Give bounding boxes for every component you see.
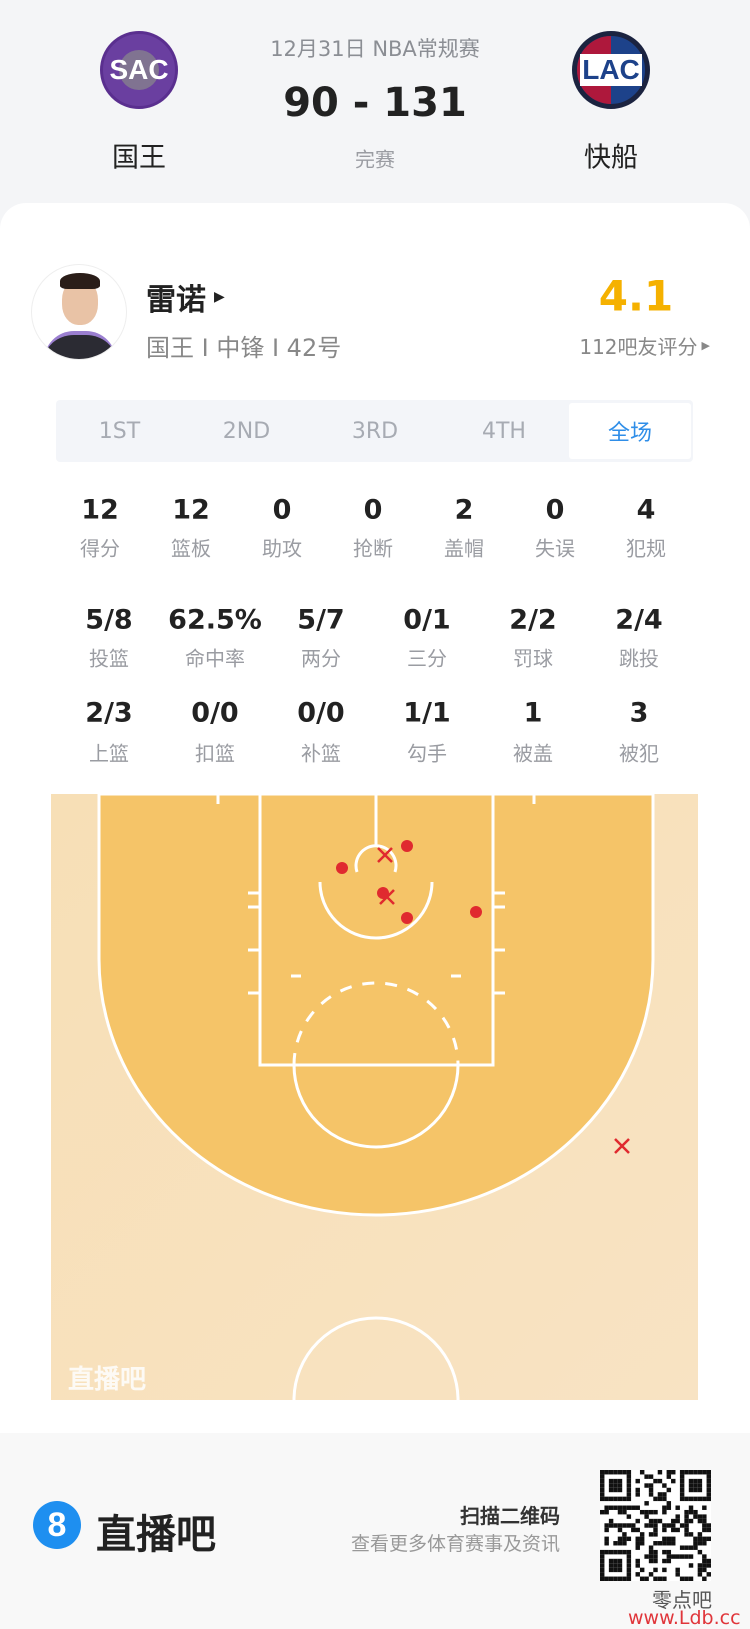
stat-label: 补篮: [301, 741, 341, 766]
scan-subtitle: 查看更多体育赛事及资讯: [350, 1533, 560, 1555]
made-shot-marker: [401, 840, 413, 852]
made-shot-marker: [401, 912, 413, 924]
tab-full-game[interactable]: 全场: [569, 403, 691, 459]
tab-1st[interactable]: 1ST: [98, 418, 141, 444]
made-shot-marker: [336, 862, 348, 874]
court-watermark: 直播吧: [68, 1365, 146, 1395]
stat-value: 1/1: [403, 697, 451, 729]
stat-label: 跳投: [619, 646, 659, 671]
missed-shot-marker: [614, 1138, 630, 1154]
player-name-link[interactable]: 雷诺 ▶: [146, 275, 225, 319]
caret-right-icon: ▶: [214, 289, 225, 305]
stat-value: 2/4: [615, 604, 663, 636]
stat-label: 两分: [301, 646, 341, 671]
stat-value: 2: [454, 494, 474, 526]
sac-logo-text: SAC: [109, 54, 169, 85]
stat-value: 3: [629, 697, 649, 729]
rating-count: 112吧友评分: [579, 335, 698, 359]
match-date-league: 12月31日 NBA常规赛: [270, 37, 480, 61]
caret-right-icon: ▶: [701, 339, 710, 352]
stat-label: 勾手: [407, 741, 447, 766]
stat-label: 上篮: [89, 741, 129, 766]
stat-value: 12: [172, 494, 210, 526]
stat-label: 被盖: [513, 741, 553, 766]
lane-hash-marks: [248, 891, 505, 995]
stat-value: 0: [363, 494, 383, 526]
home-team-name[interactable]: 国王: [112, 142, 166, 174]
scan-title: 扫描二维码: [460, 1504, 560, 1528]
stat-value: 5/7: [297, 604, 345, 636]
sac-team-logo[interactable]: SAC: [100, 31, 178, 109]
logo-8-icon: 8: [47, 1505, 67, 1544]
stat-label: 得分: [80, 536, 120, 561]
rim-arc: [354, 844, 398, 873]
center-circle: [292, 1316, 460, 1400]
watermark-url: www.Ldb.cc: [628, 1607, 741, 1629]
player-rating: 4.1: [598, 271, 674, 321]
stat-value: 4: [636, 494, 656, 526]
footer-brand: 直播吧: [96, 1512, 216, 1558]
away-team-name[interactable]: 快船: [584, 142, 638, 174]
three-point-line: [97, 794, 655, 1217]
free-throw-circle: [292, 1064, 460, 1149]
missed-shot-marker: [377, 847, 393, 863]
player-name: 雷诺: [146, 283, 206, 318]
watermark-cn: 零点吧: [652, 1588, 712, 1612]
match-score: 90 - 131: [283, 80, 467, 126]
stat-label: 命中率: [185, 646, 245, 671]
missed-shot-marker: [379, 889, 395, 905]
stat-label: 三分: [407, 646, 447, 671]
stat-value: 0/1: [403, 604, 451, 636]
tab-3rd[interactable]: 3RD: [351, 418, 399, 444]
player-info: 国王 I 中锋 I 42号: [146, 334, 342, 362]
stat-label: 被犯: [619, 741, 659, 766]
shot-chart: 直播吧: [51, 794, 698, 1400]
player-avatar[interactable]: [31, 264, 127, 360]
paint: [258, 794, 495, 1067]
match-status: 完赛: [355, 147, 395, 172]
stat-value: 2/3: [85, 697, 133, 729]
stat-label: 投篮: [89, 646, 129, 671]
stat-value: 62.5%: [168, 604, 262, 636]
stat-label: 篮板: [171, 536, 211, 561]
period-tabs: 1ST 2ND 3RD 4TH 全场: [56, 400, 693, 462]
tab-4th[interactable]: 4TH: [482, 418, 526, 444]
stat-label: 助攻: [262, 536, 302, 561]
stat-label: 犯规: [626, 536, 666, 561]
stat-value: 0/0: [191, 697, 239, 729]
lac-team-logo[interactable]: LAC: [572, 31, 650, 109]
lac-logo-text: LAC: [580, 54, 642, 86]
stat-label: 失误: [535, 536, 575, 561]
stat-label: 盖帽: [444, 536, 484, 561]
rating-count-link[interactable]: 112吧友评分 ▶: [579, 331, 710, 360]
zhibo8-logo[interactable]: 8: [33, 1501, 81, 1549]
stat-value: 5/8: [85, 604, 133, 636]
stat-value: 0/0: [297, 697, 345, 729]
tab-2nd[interactable]: 2ND: [222, 418, 271, 444]
stat-value: 12: [81, 494, 119, 526]
made-shot-marker: [470, 906, 482, 918]
restricted-area-arc: [318, 881, 434, 940]
stat-value: 0: [545, 494, 565, 526]
stat-label: 抢断: [353, 536, 393, 561]
stat-value: 0: [272, 494, 292, 526]
stat-label: 罚球: [513, 646, 553, 671]
qr-code[interactable]: [600, 1470, 711, 1581]
stat-value: 2/2: [509, 604, 557, 636]
stat-value: 1: [523, 697, 543, 729]
stat-label: 扣篮: [195, 741, 235, 766]
